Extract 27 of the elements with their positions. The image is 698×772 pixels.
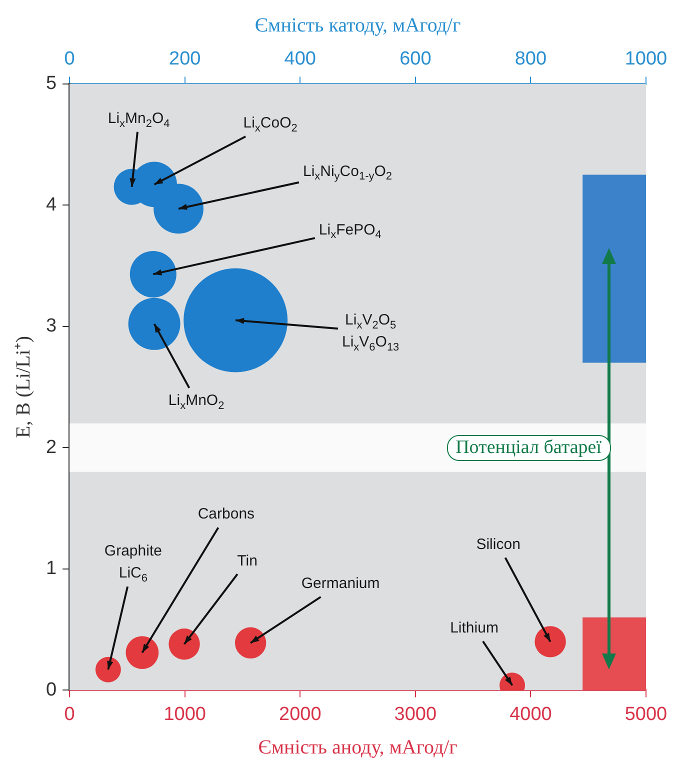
x2-axis-title: Ємність катоду, мАгод/г — [254, 14, 461, 36]
y-tick-label: 4 — [46, 194, 57, 216]
y-tick-label: 2 — [46, 436, 57, 458]
y-tick-label: 3 — [46, 316, 57, 337]
x2-tick-label: 200 — [169, 48, 201, 70]
x2-tick-label: 1000 — [624, 48, 668, 70]
x-tick-label: 1000 — [164, 704, 206, 725]
y-axis-title: E, В (Li/Li⁺) — [12, 336, 34, 438]
x-tick-label: 5000 — [624, 704, 668, 725]
x2-tick-label: 0 — [64, 48, 75, 70]
x2-tick-label: 800 — [514, 48, 547, 70]
x-tick-label: 3000 — [394, 704, 437, 725]
x-tick-label: 0 — [64, 704, 75, 725]
x-tick-label: 2000 — [279, 704, 322, 725]
y-tick-label: 5 — [46, 73, 57, 94]
y-tick-label: 0 — [46, 679, 57, 700]
annotation: Потенціал батареї — [446, 434, 611, 461]
text: Lithium — [450, 619, 498, 636]
text: Germanium — [301, 575, 380, 592]
text: Tin — [237, 552, 258, 570]
text: Silicon — [476, 536, 520, 553]
y-tick-label: 1 — [46, 558, 57, 580]
x-tick-label: 4000 — [510, 704, 552, 725]
x2-tick-label: 600 — [400, 48, 432, 70]
x2-tick-label: 400 — [284, 48, 316, 70]
text: Carbons — [198, 506, 255, 523]
x-axis-title: Ємність аноду, мАгод/г — [258, 736, 458, 758]
